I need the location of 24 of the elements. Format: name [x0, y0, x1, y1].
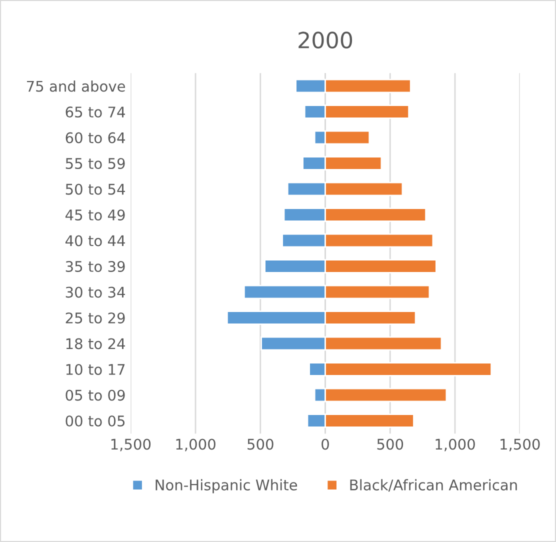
legend-label: Non-Hispanic White: [156, 479, 298, 494]
x-tick-label: 1,500: [500, 438, 540, 452]
x-tick-label: 1,000: [176, 438, 216, 452]
y-tick-label: 10 to 17: [66, 364, 125, 375]
y-tick-label: 30 to 34: [66, 286, 125, 298]
x-tick-label: 500: [248, 438, 274, 450]
x-tick-label: 1,000: [436, 438, 475, 452]
y-tick-label: 00 to 05: [66, 415, 125, 426]
legend-label: Black/African American: [350, 479, 517, 492]
y-tick-label: 18 to 24: [66, 338, 125, 350]
x-tick-label: 500: [377, 438, 404, 450]
y-tick-label: 60 to 64: [66, 132, 125, 144]
y-tick-label: 65 to 74: [66, 106, 125, 118]
y-tick-label: 45 to 49: [65, 209, 125, 221]
y-tick-label: 55 to 59: [66, 158, 125, 170]
y-tick-label: 35 to 39: [66, 260, 125, 272]
y-tick-label: 25 to 29: [66, 312, 125, 324]
x-tick-label: 0: [322, 438, 329, 450]
x-tick-label: 1,500: [111, 438, 151, 452]
y-tick-label: 05 to 09: [66, 390, 125, 401]
chart-title: 2000: [298, 32, 352, 48]
y-tick-label: 75 and above: [27, 80, 126, 92]
y-tick-label: 40 to 44: [65, 235, 125, 246]
y-tick-label: 50 to 54: [66, 184, 125, 195]
